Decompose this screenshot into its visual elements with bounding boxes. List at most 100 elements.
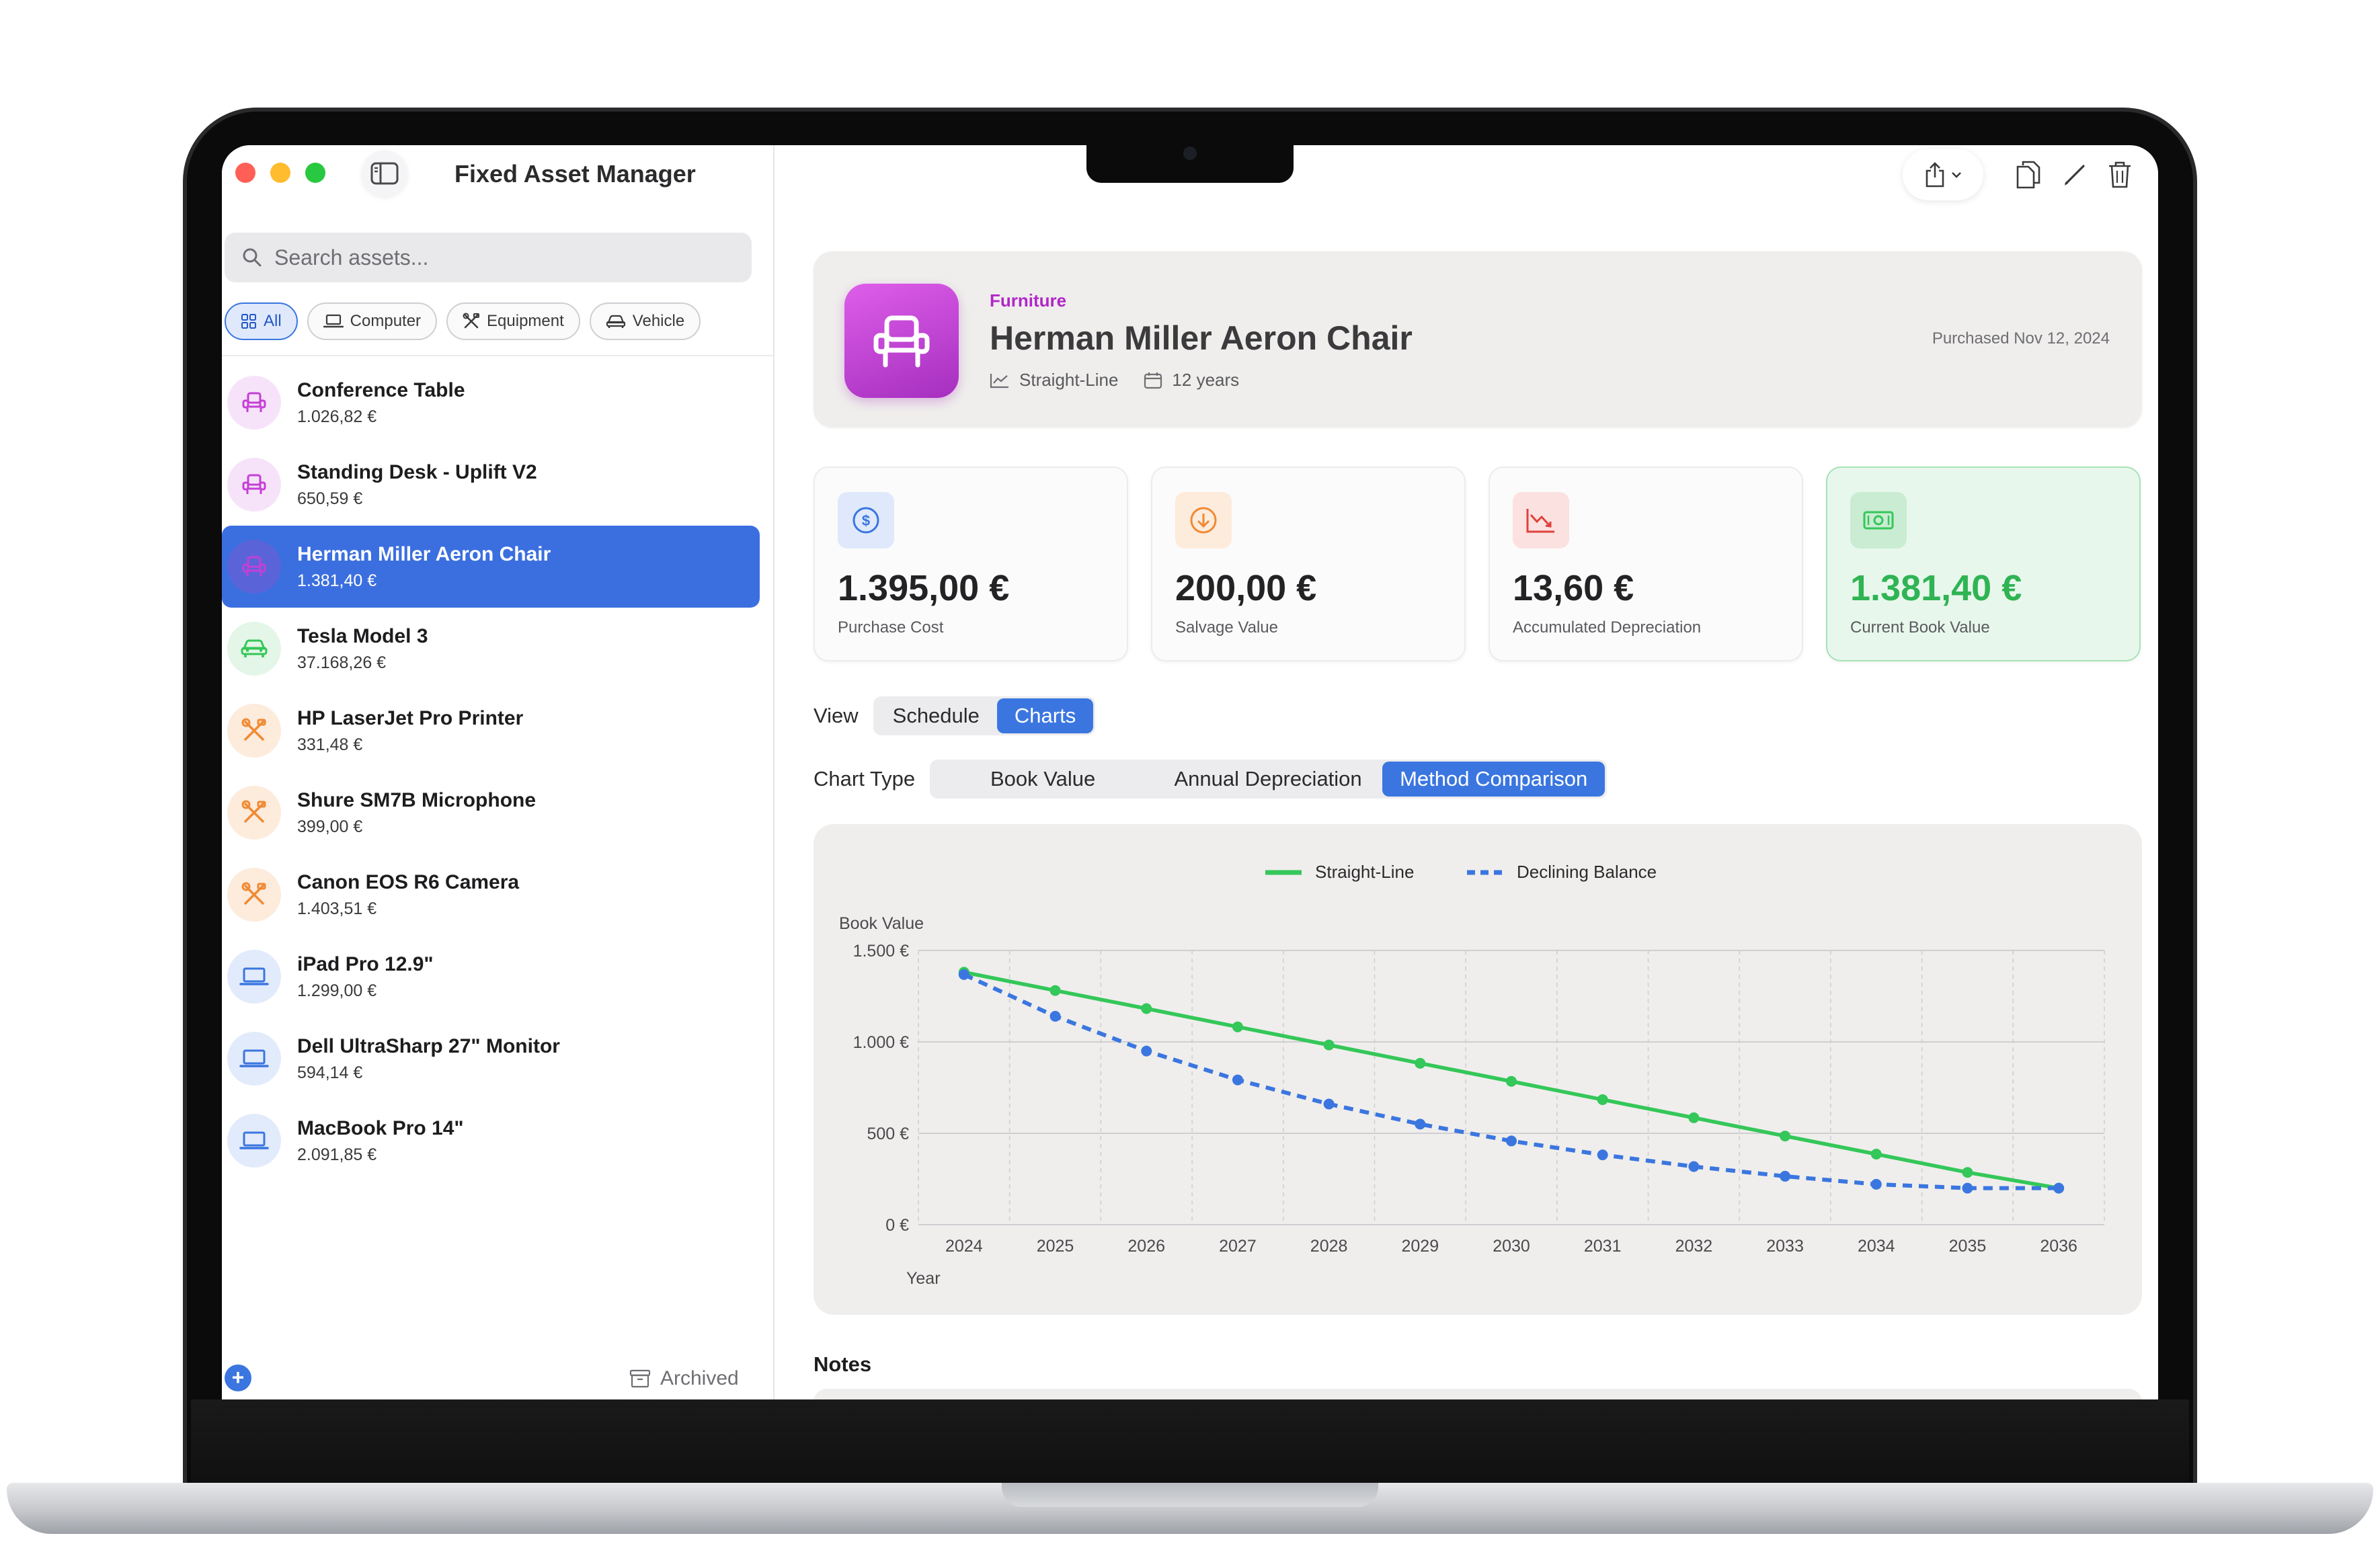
asset-list-item-text: Tesla Model 3 37.168,26 € [297, 625, 428, 673]
banknote-icon [1863, 511, 1894, 530]
sidebar-icon [370, 162, 399, 185]
asset-list-item[interactable]: iPad Pro 12.9" 1.299,00 € [222, 936, 760, 1018]
x-axis-title: Year [906, 1269, 941, 1288]
asset-list-item-text: Standing Desk - Uplift V2 650,59 € [297, 461, 537, 509]
stat-card-current-book-value: 1.381,40 € Current Book Value [1826, 466, 2141, 661]
asset-list-item[interactable]: HP LaserJet Pro Printer 331,48 € [222, 690, 760, 772]
filter-chip-computer[interactable]: Computer [307, 302, 438, 340]
asset-list-item[interactable]: MacBook Pro 14" 2.091,85 € [222, 1100, 760, 1182]
view-option-charts[interactable]: Charts [996, 698, 1094, 733]
x-tick-label: 2025 [1037, 1237, 1074, 1256]
chevron-down-icon [1952, 172, 1961, 178]
filter-chip-label: Computer [350, 312, 422, 330]
filter-chip-equipment[interactable]: Equipment [446, 302, 580, 340]
stat-value: 1.381,40 € [1850, 568, 2022, 608]
zoom-window-button[interactable] [305, 163, 325, 183]
data-point [1597, 1149, 1608, 1161]
stat-icon-badge [1850, 492, 1907, 548]
minimize-window-button[interactable] [270, 163, 290, 183]
asset-book-value: 2.091,85 € [297, 1145, 377, 1164]
filter-chip-label: All [264, 312, 282, 330]
data-point [1323, 1098, 1335, 1110]
asset-book-value: 1.299,00 € [297, 981, 377, 1000]
x-tick-label: 2031 [1584, 1237, 1622, 1256]
laptop-icon [323, 314, 344, 328]
stat-card-accumulated-depreciation: 13,60 € Accumulated Depreciation [1489, 466, 1803, 661]
archive-box-icon [629, 1369, 651, 1388]
depreciation-method: Straight-Line [1019, 370, 1119, 390]
pencil-icon[interactable] [2062, 162, 2088, 188]
share-icon [1926, 162, 1944, 188]
grid-icon [241, 314, 256, 329]
useful-life: 12 years [1172, 370, 1240, 390]
asset-name: Tesla Model 3 [297, 624, 428, 647]
data-point [1232, 1074, 1243, 1086]
notes-field[interactable] [814, 1389, 2142, 1399]
x-tick-label: 2026 [1127, 1237, 1165, 1256]
chart-type-selector: Chart Type Book Value Annual Depreciatio… [814, 760, 1608, 799]
x-tick-label: 2036 [2040, 1237, 2077, 1256]
data-point [1962, 1167, 1973, 1178]
close-window-button[interactable] [235, 163, 255, 183]
asset-book-value: 650,59 € [297, 489, 363, 508]
sidebar-toggle-button[interactable] [362, 151, 407, 196]
filter-chip-vehicle[interactable]: Vehicle [589, 302, 701, 340]
notes-heading: Notes [814, 1352, 872, 1376]
duplicate-icon[interactable] [2015, 160, 2042, 190]
asset-list: Conference Table 1.026,82 € Standing Desk … [222, 362, 760, 1182]
asset-list-item[interactable]: Herman Miller Aeron Chair 1.381,40 € [222, 526, 760, 608]
asset-name: MacBook Pro 14" [297, 1116, 464, 1139]
sidebar: Fixed Asset Manager All [222, 145, 775, 1399]
asset-list-item[interactable]: Tesla Model 3 37.168,26 € [222, 608, 760, 690]
y-tick-label: 0 € [885, 1216, 909, 1235]
asset-name: HP LaserJet Pro Printer [297, 706, 524, 729]
data-point [1049, 985, 1061, 996]
dollar-circle-icon: $ [852, 507, 879, 534]
x-tick-label: 2024 [945, 1237, 983, 1256]
stat-icon-badge [1513, 492, 1569, 548]
data-point [1597, 1094, 1608, 1105]
share-menu-button[interactable] [1903, 149, 1983, 200]
stat-label: Current Book Value [1850, 618, 1990, 637]
asset-list-item[interactable]: Dell UltraSharp 27" Monitor 594,14 € [222, 1018, 760, 1100]
svg-text:$: $ [862, 512, 870, 529]
chart-option-annual-depreciation[interactable]: Annual Depreciation [1174, 767, 1362, 790]
data-point [1506, 1135, 1517, 1147]
data-point [1506, 1075, 1517, 1087]
legend-label: Declining Balance [1517, 862, 1657, 882]
archived-button[interactable]: Archived [629, 1367, 739, 1390]
asset-list-item[interactable]: Conference Table 1.026,82 € [222, 362, 760, 444]
data-point [1141, 1003, 1152, 1014]
stat-value: 13,60 € [1513, 568, 1634, 608]
y-tick-label: 1.500 € [853, 942, 910, 961]
car-icon [227, 622, 281, 676]
stat-value: 1.395,00 € [838, 568, 1010, 608]
search-input[interactable] [274, 245, 731, 270]
asset-name: Herman Miller Aeron Chair [297, 542, 551, 565]
add-asset-button[interactable]: + [225, 1365, 251, 1391]
stat-cards: $ 1.395,00 € Purchase Cost 200,00 € Salv… [814, 466, 2142, 661]
chart-option-book-value[interactable]: Book Value [990, 767, 1096, 790]
calendar-icon [1144, 372, 1162, 389]
asset-name: Shure SM7B Microphone [297, 788, 537, 811]
search-field[interactable] [225, 233, 752, 282]
asset-list-item[interactable]: Canon EOS R6 Camera 1.403,51 € [222, 854, 760, 936]
view-option-schedule[interactable]: Schedule [892, 704, 980, 727]
filter-chip-label: Vehicle [632, 312, 685, 330]
stat-card-salvage-value: 200,00 € Salvage Value [1151, 466, 1466, 661]
laptop-icon [227, 1032, 281, 1086]
filter-chip-all[interactable]: All [225, 302, 298, 340]
trash-icon[interactable] [2108, 161, 2132, 189]
asset-book-value: 1.403,51 € [297, 899, 377, 918]
laptop-chin [191, 1399, 2189, 1483]
data-point [1780, 1131, 1791, 1142]
toolbar-actions [1997, 149, 2150, 200]
view-label: View [814, 704, 859, 727]
asset-list-item[interactable]: Shure SM7B Microphone 399,00 € [222, 772, 760, 854]
laptop-base-notch [1002, 1483, 1378, 1507]
chair-icon [227, 458, 281, 512]
asset-list-item[interactable]: Standing Desk - Uplift V2 650,59 € [222, 444, 760, 526]
chart-option-method-comparison[interactable]: Method Comparison [1382, 762, 1605, 797]
tools-icon [463, 313, 480, 329]
data-point [1049, 1010, 1061, 1022]
